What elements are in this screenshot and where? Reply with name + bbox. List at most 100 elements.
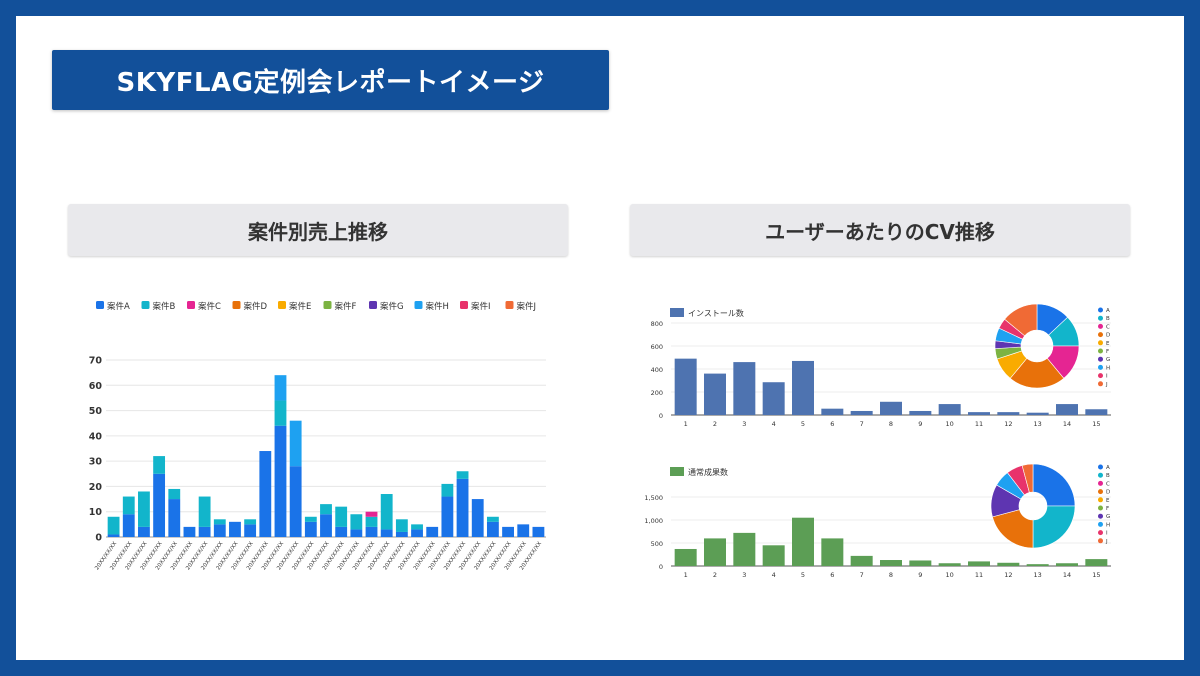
- bar: [997, 562, 1020, 566]
- legend-label: 案件D: [244, 301, 268, 312]
- bar: [704, 373, 726, 415]
- bar: [733, 532, 756, 566]
- x-tick-label: 15: [1092, 571, 1100, 579]
- bar: [850, 555, 873, 566]
- legend-swatch: [414, 301, 423, 309]
- bar: [704, 538, 726, 566]
- pie-legend-swatch: [1098, 472, 1103, 478]
- bar: [997, 412, 1020, 415]
- y-tick-label: 70: [89, 356, 103, 367]
- pie-legend-label: C: [1106, 324, 1110, 330]
- legend-label: 案件F: [335, 301, 357, 312]
- bar-segment: [471, 499, 484, 537]
- legend-label: インストール数: [688, 308, 744, 318]
- legend-swatch: [96, 301, 104, 309]
- x-tick-label: 10: [946, 571, 954, 579]
- bar-segment: [411, 529, 423, 537]
- bar-segment: [486, 521, 499, 537]
- x-tick-label: 11: [975, 420, 983, 428]
- legend-swatch: [670, 467, 684, 476]
- bar-segment: [274, 400, 287, 426]
- bar-segment: [122, 496, 135, 515]
- x-tick-label: 14: [1063, 420, 1071, 428]
- bar-segment: [244, 519, 257, 525]
- pie-legend-swatch: [1098, 332, 1103, 338]
- pie-legend-swatch: [1098, 307, 1103, 313]
- bar-segment: [153, 473, 166, 537]
- x-tick-label: 1: [684, 571, 688, 579]
- bar: [938, 563, 961, 566]
- y-tick-label: 1,500: [644, 494, 663, 502]
- bar-segment: [289, 466, 302, 537]
- x-tick-label: 3: [742, 420, 746, 428]
- legend-swatch: [141, 301, 150, 309]
- bar-segment: [502, 526, 514, 537]
- pie-legend-swatch: [1098, 521, 1103, 527]
- y-tick-label: 0: [659, 412, 663, 420]
- x-tick-label: 5: [801, 571, 805, 579]
- pie-slice: [1004, 303, 1038, 337]
- pie-legend-label: E: [1106, 341, 1110, 347]
- legend-label: 案件E: [289, 301, 311, 312]
- x-tick-label: 7: [860, 571, 864, 579]
- bar: [821, 408, 844, 415]
- legend-label: 案件A: [107, 301, 130, 312]
- x-tick-label: 4: [772, 420, 776, 428]
- pie-legend-swatch: [1098, 464, 1103, 470]
- bar-segment: [213, 524, 226, 537]
- x-tick-label: 5: [801, 420, 805, 428]
- pie-slice: [992, 509, 1034, 549]
- legend-swatch: [278, 301, 286, 309]
- pie-legend-label: F: [1106, 506, 1109, 512]
- pie-legend-label: G: [1106, 357, 1110, 363]
- left-section-header: 案件別売上推移: [68, 204, 568, 256]
- legend-label: 通常成果数: [688, 467, 728, 477]
- right-section-header: ユーザーあたりのCV推移: [630, 204, 1130, 256]
- bar-segment: [365, 511, 378, 517]
- bar-segment: [183, 526, 196, 537]
- pie-legend-label: C: [1106, 481, 1110, 487]
- pie-legend-label: F: [1106, 349, 1109, 355]
- y-tick-label: 40: [89, 431, 103, 442]
- bar-segment: [198, 526, 211, 537]
- bar-segment: [532, 526, 545, 537]
- bar-segment: [411, 524, 423, 530]
- pie-legend-swatch: [1098, 373, 1103, 379]
- y-tick-label: 30: [89, 457, 103, 468]
- pie-legend-swatch: [1098, 530, 1103, 536]
- bar-segment: [274, 375, 287, 401]
- legend-swatch: [460, 301, 468, 309]
- bar: [880, 560, 902, 566]
- x-tick-label: 15: [1092, 420, 1100, 428]
- bar: [733, 362, 756, 415]
- pie-legend-swatch: [1098, 513, 1103, 519]
- bar-segment: [107, 534, 120, 537]
- legend-label: 案件G: [380, 301, 404, 312]
- pie-slice: [1021, 463, 1034, 493]
- y-tick-label: 800: [651, 320, 663, 328]
- pie-slice: [1032, 463, 1076, 507]
- pie-legend-swatch: [1098, 497, 1103, 503]
- bar: [762, 545, 785, 566]
- bar-segment: [380, 494, 393, 530]
- x-tick-label: 2: [713, 420, 717, 428]
- legend-swatch: [505, 301, 514, 309]
- pie-legend-label: E: [1106, 498, 1110, 504]
- bar-segment: [456, 471, 469, 479]
- x-tick-label: 4: [772, 571, 776, 579]
- y-tick-label: 500: [651, 540, 663, 548]
- bar-segment: [168, 499, 181, 537]
- x-tick-label: 12: [1004, 420, 1012, 428]
- bar-segment: [335, 526, 348, 537]
- bar-segment: [335, 506, 348, 527]
- pie-legend-swatch: [1098, 364, 1103, 370]
- pie-legend-label: H: [1106, 365, 1110, 371]
- pie-legend-label: J: [1105, 539, 1108, 545]
- bar: [938, 404, 961, 415]
- bar-segment: [122, 514, 135, 537]
- right-section-title: ユーザーあたりのCV推移: [765, 219, 995, 244]
- pie-legend-swatch: [1098, 340, 1103, 346]
- x-tick-label: 13: [1034, 571, 1042, 579]
- pie-legend-label: B: [1106, 473, 1110, 479]
